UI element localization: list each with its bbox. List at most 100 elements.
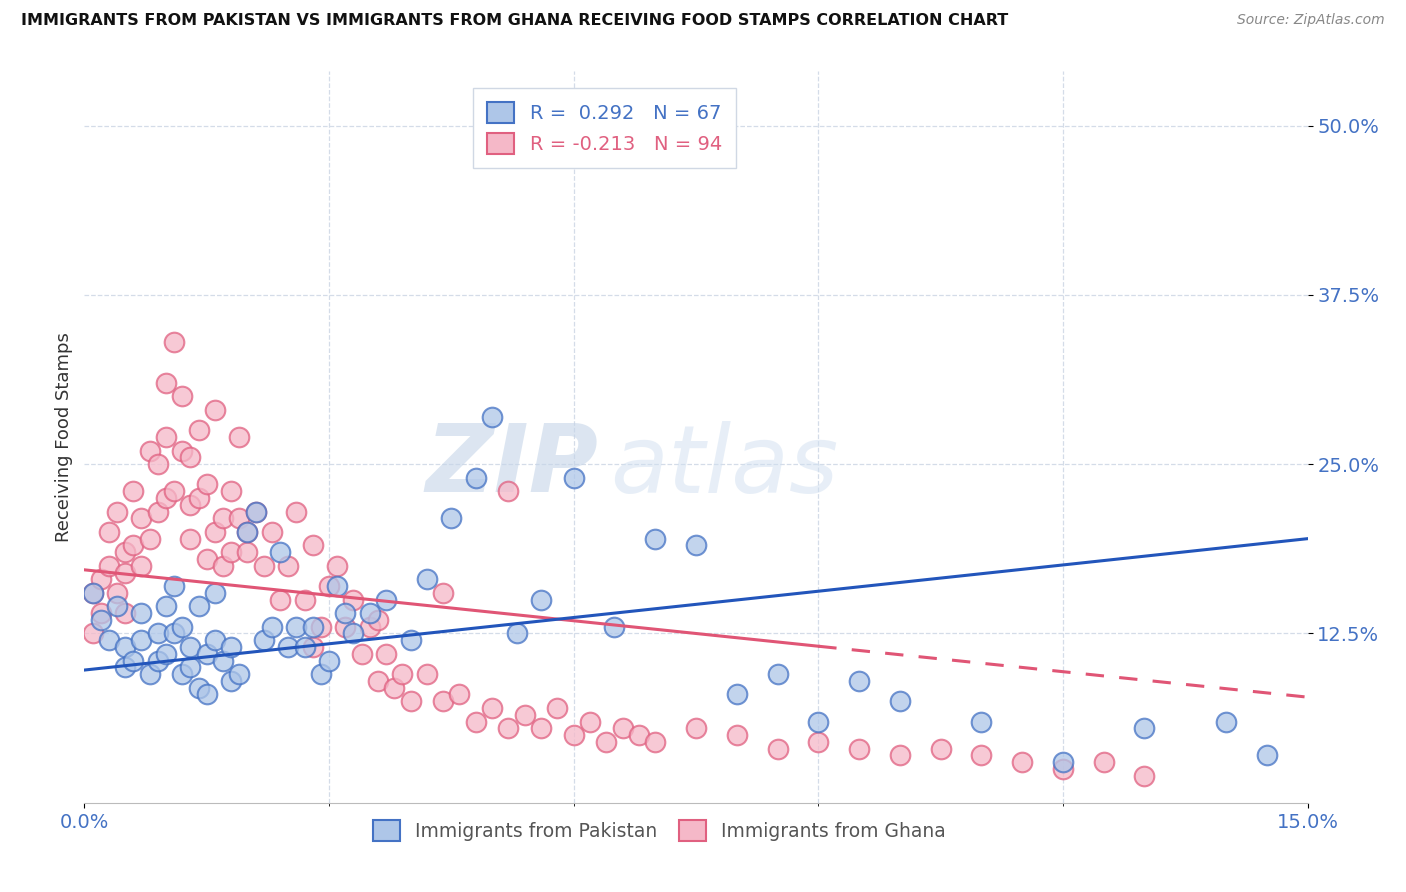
Point xyxy=(114,640,136,654)
Point xyxy=(889,748,911,763)
Point xyxy=(1052,755,1074,769)
Point xyxy=(595,735,617,749)
Point xyxy=(82,626,104,640)
Point xyxy=(449,688,471,702)
Point xyxy=(212,558,235,573)
Point xyxy=(440,511,463,525)
Point xyxy=(416,667,439,681)
Point xyxy=(481,409,503,424)
Point xyxy=(530,592,553,607)
Point xyxy=(187,599,209,614)
Point xyxy=(1133,721,1156,735)
Point xyxy=(105,586,128,600)
Point xyxy=(122,654,145,668)
Point xyxy=(172,389,194,403)
Point xyxy=(97,524,120,539)
Point xyxy=(848,741,870,756)
Point xyxy=(146,626,169,640)
Point xyxy=(187,491,209,505)
Point xyxy=(464,471,486,485)
Point xyxy=(481,701,503,715)
Point xyxy=(195,647,218,661)
Point xyxy=(367,613,389,627)
Point xyxy=(114,545,136,559)
Point xyxy=(163,579,186,593)
Point xyxy=(195,688,218,702)
Point xyxy=(603,620,626,634)
Point xyxy=(318,654,340,668)
Point xyxy=(212,654,235,668)
Point xyxy=(579,714,602,729)
Point xyxy=(245,505,267,519)
Point xyxy=(219,640,242,654)
Point xyxy=(90,606,112,620)
Point xyxy=(294,592,316,607)
Point xyxy=(562,728,585,742)
Y-axis label: Receiving Food Stamps: Receiving Food Stamps xyxy=(55,332,73,542)
Point xyxy=(228,430,250,444)
Point xyxy=(138,667,160,681)
Point xyxy=(155,599,177,614)
Point xyxy=(766,667,789,681)
Point xyxy=(179,498,201,512)
Point xyxy=(269,545,291,559)
Point xyxy=(146,505,169,519)
Point xyxy=(155,491,177,505)
Point xyxy=(195,477,218,491)
Point xyxy=(219,545,242,559)
Point xyxy=(416,572,439,586)
Point xyxy=(301,640,323,654)
Point xyxy=(146,457,169,471)
Point xyxy=(1256,748,1278,763)
Point xyxy=(253,633,276,648)
Point xyxy=(889,694,911,708)
Point xyxy=(970,748,993,763)
Point xyxy=(432,586,454,600)
Point xyxy=(195,552,218,566)
Point xyxy=(399,633,422,648)
Point xyxy=(464,714,486,729)
Point xyxy=(342,626,364,640)
Point xyxy=(612,721,634,735)
Point xyxy=(335,620,357,634)
Point xyxy=(725,728,748,742)
Point xyxy=(90,572,112,586)
Point xyxy=(204,403,226,417)
Point xyxy=(359,620,381,634)
Point xyxy=(260,524,283,539)
Point xyxy=(1215,714,1237,729)
Point xyxy=(114,606,136,620)
Point xyxy=(277,558,299,573)
Point xyxy=(260,620,283,634)
Point xyxy=(375,647,398,661)
Point xyxy=(146,654,169,668)
Point xyxy=(498,721,520,735)
Point xyxy=(546,701,568,715)
Point xyxy=(1011,755,1033,769)
Point xyxy=(172,443,194,458)
Point xyxy=(725,688,748,702)
Point xyxy=(163,484,186,499)
Point xyxy=(970,714,993,729)
Text: ZIP: ZIP xyxy=(425,420,598,512)
Point xyxy=(163,626,186,640)
Point xyxy=(236,524,259,539)
Point xyxy=(212,511,235,525)
Point xyxy=(269,592,291,607)
Point xyxy=(309,620,332,634)
Point xyxy=(326,579,349,593)
Point xyxy=(204,524,226,539)
Point xyxy=(382,681,405,695)
Point xyxy=(285,505,308,519)
Point xyxy=(513,707,536,722)
Point xyxy=(326,558,349,573)
Point xyxy=(375,592,398,607)
Point xyxy=(179,660,201,674)
Point xyxy=(807,735,830,749)
Point xyxy=(766,741,789,756)
Point xyxy=(929,741,952,756)
Point xyxy=(848,673,870,688)
Point xyxy=(359,606,381,620)
Point xyxy=(530,721,553,735)
Point xyxy=(138,443,160,458)
